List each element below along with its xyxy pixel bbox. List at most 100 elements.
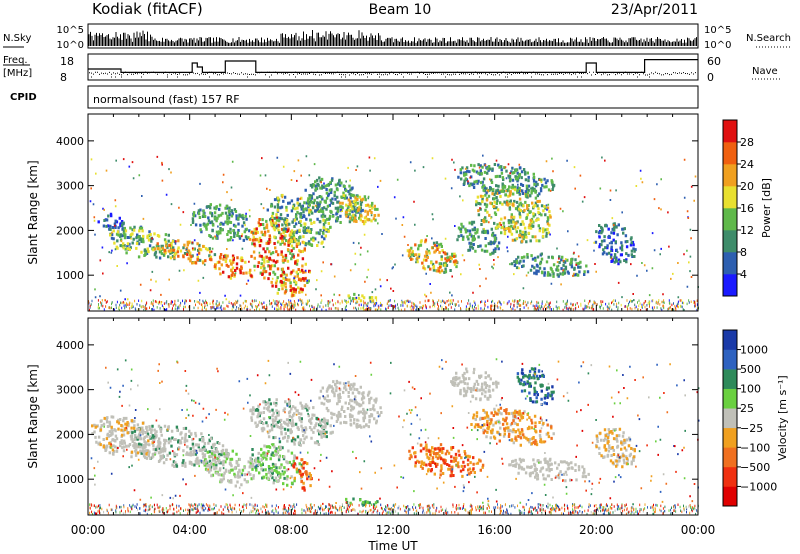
- velocity-echo-region: [293, 458, 312, 488]
- noise-left-tick-bottom: 10^0: [57, 40, 84, 51]
- velocity-echo-region: [345, 497, 379, 507]
- xlabel: Time UT: [367, 539, 418, 553]
- power-echo-region: [248, 219, 307, 298]
- power-echo-region: [459, 163, 554, 197]
- velocity-echo-region: [477, 406, 553, 446]
- velocity-colorbar-label: −500: [740, 461, 770, 474]
- velocity-colorbar-label: 100: [740, 383, 761, 396]
- power-echo-region: [410, 242, 458, 274]
- power-echo-region: [192, 203, 250, 242]
- velocity-echo-region: [300, 458, 308, 490]
- velocity-colorbar-swatch: [723, 408, 737, 429]
- velocity-near-range-band: [95, 503, 699, 516]
- velocity-echo-region: [252, 398, 333, 446]
- velocity-colorbar-label: −100: [740, 441, 770, 454]
- velocity-echo-region: [595, 428, 636, 467]
- power-colorbar-label: 4: [740, 268, 747, 281]
- power-ytick-label: 1000: [56, 269, 84, 282]
- power-colorbar-label: 12: [740, 224, 754, 237]
- velocity-colorbar-frame: [722, 329, 738, 507]
- velocity-echo-region: [470, 408, 553, 447]
- velocity-echo-region: [128, 424, 229, 469]
- nave-right-tick-bottom: 0: [707, 71, 714, 84]
- power-echo-region: [269, 193, 330, 247]
- frequency-strip-frame: [87, 53, 699, 81]
- power-colorbar-swatch: [723, 120, 737, 143]
- power-ytick-label: 3000: [56, 180, 84, 193]
- power-background: [88, 114, 698, 311]
- power-ytick-label: 4000: [56, 135, 84, 148]
- noise-left-tick-top: 10^5: [57, 25, 84, 36]
- power-ylabel: Slant Range [km]: [26, 160, 40, 264]
- power-echo-region: [269, 196, 330, 245]
- cpid-mode-label: normalsound (fast) 157 RF: [93, 93, 240, 106]
- power-heatmap: [88, 114, 699, 312]
- velocity-echo-region: [595, 427, 636, 469]
- station-title: Kodiak (fitACF): [92, 0, 203, 18]
- xtick-label: 12:00: [376, 523, 411, 537]
- power-colorbar-swatch: [723, 164, 737, 187]
- velocity-near-range-band: [93, 503, 693, 516]
- power-echo-region: [109, 228, 180, 255]
- power-colorbar-label: 24: [740, 158, 754, 171]
- power-colorbar-swatch: [723, 142, 737, 165]
- velocity-colorbar-swatch: [723, 330, 737, 350]
- velocity-echo-region: [203, 448, 255, 488]
- power-echo-region: [347, 294, 378, 303]
- power-echo-region: [457, 163, 549, 198]
- velocity-echo-region: [292, 456, 313, 492]
- velocity-ytick-label: 2000: [56, 428, 84, 441]
- velocity-colorbar-swatch: [723, 447, 737, 468]
- power-echo-region: [477, 189, 552, 243]
- velocity-echo-region: [318, 379, 383, 429]
- power-echo-region: [515, 253, 588, 278]
- nsky-label: N.Sky: [3, 33, 31, 44]
- freq-label-2: [MHz]: [3, 68, 32, 79]
- power-echo-region: [513, 253, 590, 278]
- velocity-echo-region: [411, 446, 475, 478]
- velocity-echo-region: [203, 449, 254, 484]
- power-echo-region: [266, 195, 328, 247]
- noise-right-tick-bottom: 10^0: [704, 40, 731, 51]
- velocity-background: [88, 318, 698, 515]
- power-echo-region: [253, 216, 311, 292]
- power-colorbar-label: 16: [740, 202, 754, 215]
- power-colorbar-label: 8: [740, 246, 747, 259]
- velocity-colorbar-label: −1000: [740, 480, 777, 493]
- power-echo-region: [213, 253, 245, 277]
- cpid-label: CPID: [10, 92, 37, 103]
- power-colorbar-title: Power [dB]: [760, 178, 773, 238]
- beam-title: Beam 10: [369, 2, 432, 18]
- velocity-colorbar-label: 25: [740, 402, 754, 415]
- velocity-colorbar-swatch: [723, 427, 737, 448]
- power-echo-region: [409, 238, 457, 273]
- power-colorbar-swatch: [723, 252, 737, 275]
- velocity-echo-region: [408, 443, 485, 477]
- velocity-echo-region: [249, 398, 334, 447]
- xtick-label: 00:00: [681, 523, 716, 537]
- xtick-label: 16:00: [477, 523, 512, 537]
- power-echo-region: [457, 221, 499, 256]
- velocity-ylabel: Slant Range [km]: [26, 364, 40, 468]
- velocity-echo-region: [409, 443, 484, 478]
- cpid-strip-frame: [87, 85, 699, 109]
- velocity-colorbar-title: Velocity [m s⁻¹]: [776, 375, 789, 460]
- velocity-echo-region: [516, 367, 555, 404]
- velocity-echo-region: [450, 367, 500, 402]
- power-near-range-band: [89, 299, 696, 312]
- power-echo-region: [338, 196, 380, 223]
- power-echo-region: [218, 254, 254, 279]
- xtick-label: 20:00: [579, 523, 614, 537]
- nsearch-label: N.Search: [746, 33, 791, 44]
- velocity-echo-region: [249, 443, 304, 487]
- noise-strip-frame: [87, 23, 699, 49]
- power-colorbar-swatch: [723, 186, 737, 209]
- velocity-echo-region: [508, 457, 590, 483]
- noise-trace: [88, 30, 697, 46]
- velocity-near-range-band: [93, 503, 697, 516]
- frequency-trace: [88, 59, 698, 73]
- power-echo-region: [482, 184, 550, 243]
- nave-right-tick-top: 60: [707, 55, 721, 68]
- noise-right-tick-top: 10^5: [704, 25, 731, 36]
